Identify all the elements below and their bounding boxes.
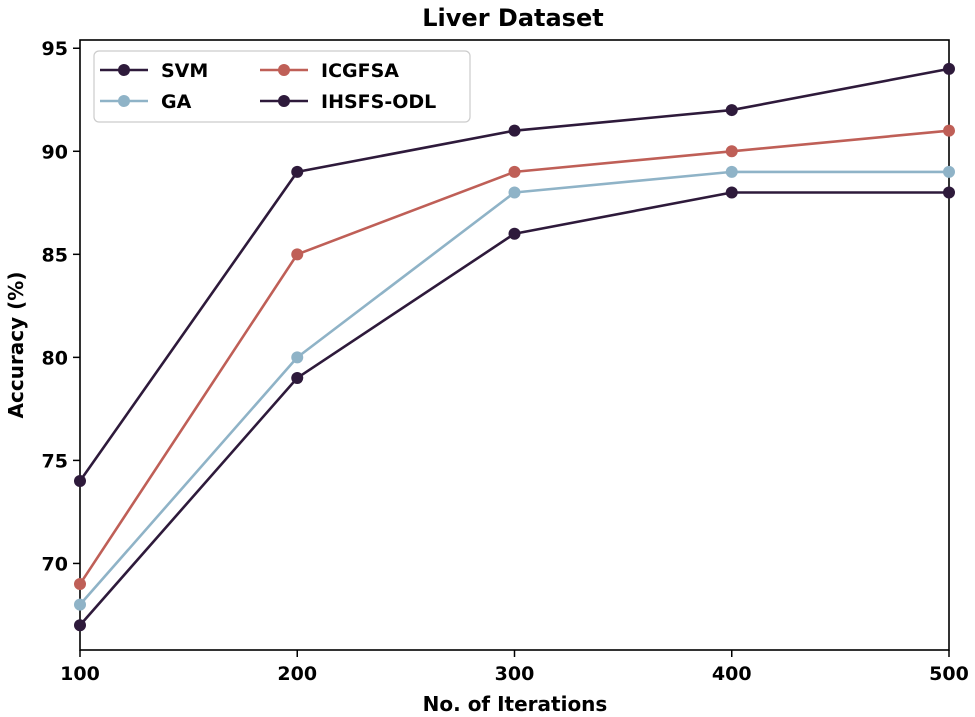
data-point-icgfsa	[943, 124, 955, 137]
y-tick-label: 85	[42, 244, 68, 266]
data-point-svm	[508, 227, 521, 240]
legend-item-ihsfs-odl: IHSFS-ODL	[260, 91, 436, 113]
x-axis: 100 200 300 400 500	[60, 650, 969, 685]
legend-swatch-marker	[118, 64, 130, 76]
y-tick-label: 95	[42, 38, 68, 60]
x-tick-label: 200	[277, 663, 317, 685]
y-axis-label: Accuracy (%)	[4, 272, 28, 419]
series-ga	[74, 165, 955, 611]
legend-swatch-marker	[278, 95, 290, 107]
data-point-ga	[943, 165, 955, 178]
legend-label: ICGFSA	[321, 60, 399, 82]
legend-label: SVM	[161, 60, 208, 82]
legend-item-svm: SVM	[100, 60, 208, 82]
legend-item-ga: GA	[100, 91, 192, 113]
data-point-ihsfs-odl	[943, 62, 955, 75]
legend-item-icgfsa: ICGFSA	[260, 60, 399, 82]
y-tick-label: 75	[42, 450, 68, 472]
data-point-svm	[74, 619, 86, 632]
data-point-ga	[508, 186, 521, 199]
data-point-ga	[74, 598, 86, 611]
data-point-icgfsa	[508, 165, 521, 178]
y-tick-label: 90	[42, 141, 68, 163]
y-tick-label: 70	[42, 553, 68, 575]
x-tick-label: 100	[60, 663, 100, 685]
data-point-ihsfs-odl	[291, 165, 304, 178]
data-point-ga	[725, 165, 738, 178]
data-point-ihsfs-odl	[74, 475, 86, 488]
legend-swatch-marker	[118, 95, 130, 107]
data-point-ihsfs-odl	[725, 104, 738, 117]
y-tick-label: 80	[42, 347, 68, 369]
series-icgfsa	[74, 124, 955, 591]
y-axis: 70 75 80 85 90 95	[42, 38, 80, 575]
data-point-icgfsa	[291, 248, 304, 261]
data-point-svm	[291, 371, 304, 384]
data-point-ihsfs-odl	[508, 124, 521, 137]
data-point-svm	[725, 186, 738, 199]
plot-area	[79, 39, 950, 651]
legend-label: GA	[161, 91, 192, 113]
series-svm	[74, 186, 955, 632]
x-tick-label: 400	[712, 663, 752, 685]
legend-label: IHSFS-ODL	[321, 91, 436, 113]
x-tick-label: 300	[495, 663, 535, 685]
data-point-icgfsa	[74, 578, 86, 591]
legend: SVM GA ICGFSA IHSFS-ODL	[93, 50, 471, 123]
chart-title: Liver Dataset	[422, 4, 603, 32]
legend-box	[93, 50, 471, 123]
series-ihsfs-odl	[74, 62, 955, 488]
x-axis-label: No. of Iterations	[423, 692, 608, 716]
data-point-icgfsa	[725, 145, 738, 158]
legend-swatch-marker	[278, 64, 290, 76]
x-tick-label: 500	[929, 663, 969, 685]
series-layer	[74, 62, 955, 632]
data-point-ga	[291, 351, 304, 364]
data-point-svm	[943, 186, 955, 199]
